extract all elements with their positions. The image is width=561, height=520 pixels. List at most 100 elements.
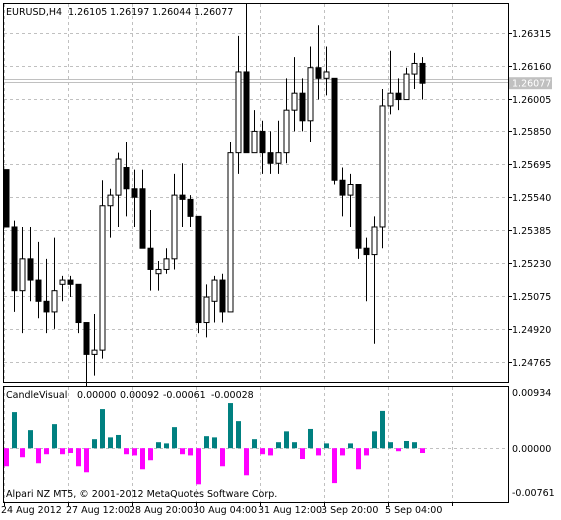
price-tick: 1.24920 [512, 325, 551, 336]
indicator-bar [124, 448, 129, 455]
time-ticks [4, 502, 453, 506]
candle-body [379, 105, 386, 228]
indicator-bar [412, 442, 417, 449]
candle-body [363, 247, 370, 256]
candle-body [3, 169, 10, 228]
indicator-bar [44, 448, 49, 455]
price-tick: 1.25385 [512, 226, 551, 237]
candle-body [195, 215, 202, 324]
candle-body [243, 71, 250, 154]
candle-body [147, 247, 154, 270]
indicator-label: CandleVisual [6, 390, 67, 401]
indicator-bar [364, 448, 369, 456]
indicator-bar [388, 442, 393, 449]
candle-body [323, 71, 330, 79]
indicator-axis[interactable]: 0.00934 0.00000 -0.00761 [512, 388, 555, 499]
indicator-bar [52, 424, 57, 449]
candle-body [291, 92, 298, 111]
indicator-tick: 0.00934 [512, 388, 551, 399]
candle-body [219, 279, 226, 313]
indicator-bar [324, 443, 329, 449]
candle-body [267, 152, 274, 164]
indicator-bar [20, 448, 25, 458]
candle-body [355, 184, 362, 249]
candle-body [107, 194, 114, 207]
price-tick: 1.25850 [512, 127, 551, 138]
candle-body [411, 62, 418, 75]
candle-body [283, 109, 290, 154]
indicator-bar [68, 448, 73, 454]
candle-body [155, 268, 162, 275]
indicator-bar [4, 448, 9, 467]
indicator-bar [100, 409, 105, 449]
copyright-text: Alpari NZ MT5, © 2001-2012 MetaQuotes So… [6, 489, 277, 500]
candle-body [99, 205, 106, 351]
candle-body [75, 283, 82, 324]
indicator-bar [332, 448, 337, 484]
indicator-bar [84, 448, 89, 473]
indicator-bar [284, 431, 289, 449]
candle-body [19, 258, 26, 292]
indicator-value: -0.00061 [163, 390, 206, 401]
candle-body [163, 258, 170, 270]
indicator-bar [76, 448, 81, 467]
price-tick: 1.25540 [512, 193, 551, 204]
indicator-bar [316, 448, 321, 456]
candle-body [211, 279, 218, 302]
price-tick: 1.24765 [512, 358, 551, 369]
indicator-bar [180, 448, 185, 455]
candle-body [203, 296, 210, 324]
candle-body [275, 152, 282, 164]
indicator-bar [404, 440, 409, 449]
indicator-bar [212, 437, 217, 449]
candle-body [179, 194, 186, 200]
indicator-bar [12, 412, 17, 449]
indicator-histogram [4, 403, 425, 485]
indicator-bar [140, 448, 145, 470]
candle-body [395, 92, 402, 101]
price-axis[interactable]: 1.26315 1.26160 1.26005 1.25850 1.25695 … [512, 29, 551, 369]
indicator-bar [348, 443, 353, 449]
symbol-label: EURUSD,H4 [6, 7, 62, 18]
indicator-bar [380, 410, 385, 449]
ohlc-low: 1.26044 [152, 7, 191, 18]
indicator-bar [148, 448, 153, 461]
indicator-tick: 0.00000 [512, 444, 551, 455]
current-price-label: 1.26077 [512, 79, 551, 90]
candle-body [67, 279, 74, 285]
main-panel[interactable] [3, 3, 509, 383]
indicator-bar [196, 448, 201, 485]
time-label: 5 Sep 04:00 [385, 505, 442, 516]
time-label: 24 Aug 2012 [1, 505, 62, 516]
indicator-bar [308, 428, 313, 449]
indicator-bar [300, 448, 305, 460]
indicator-bar [276, 442, 281, 449]
indicator-bar [372, 431, 377, 449]
candle-body [315, 67, 322, 79]
candle-body [307, 67, 314, 122]
indicator-bar [116, 434, 121, 449]
indicator-value: 0.00092 [120, 390, 159, 401]
indicator-bar [356, 448, 361, 470]
candles [3, 4, 426, 391]
candle-body [403, 73, 410, 101]
ohlc-open: 1.26105 [68, 7, 107, 18]
indicator-bar [108, 437, 113, 449]
candle-body [11, 226, 18, 292]
indicator-bar [396, 448, 401, 452]
candle-body [299, 92, 306, 122]
candle-body [123, 167, 130, 190]
indicator-bar [60, 448, 65, 455]
candle-body [251, 130, 258, 154]
indicator-bar [292, 442, 297, 449]
indicator-bar [172, 427, 177, 449]
time-label: 28 Aug 20:00 [129, 505, 193, 516]
time-axis[interactable]: 24 Aug 2012 27 Aug 12:00 28 Aug 20:00 30… [1, 502, 509, 516]
candle-body [331, 77, 338, 181]
time-label: 27 Aug 12:00 [66, 505, 130, 516]
candle-body [51, 290, 58, 313]
candle-body [131, 188, 138, 198]
candle-body [83, 322, 90, 355]
